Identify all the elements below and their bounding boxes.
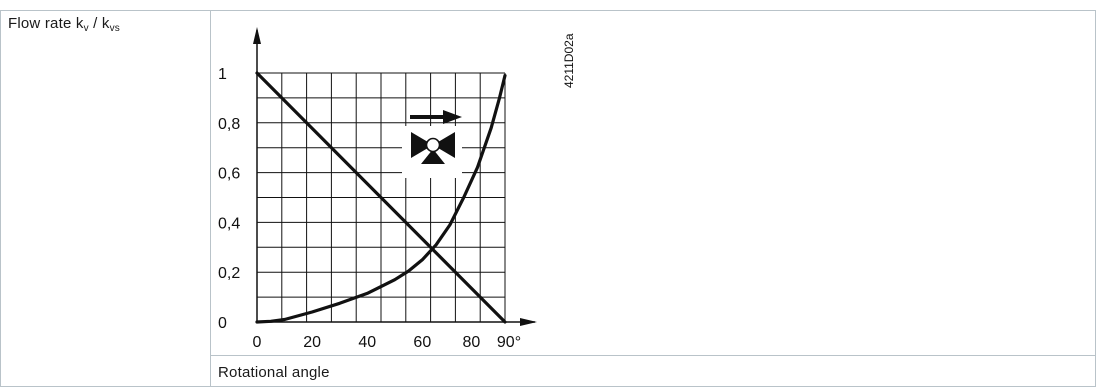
flow-characteristic-curve	[255, 73, 507, 324]
y-tick-label: 1	[218, 66, 227, 83]
valve-bottom-wedge	[421, 149, 445, 164]
table-column-divider	[210, 10, 211, 387]
valve-left-wedge	[411, 132, 433, 158]
x-axis-arrow	[520, 318, 537, 326]
x-tick-label: 60	[413, 334, 431, 351]
table-left-border	[0, 10, 1, 387]
flow-arrow-head	[443, 110, 462, 124]
x-tick-label: 0	[253, 334, 262, 351]
x-axis-caption: Rotational angle	[218, 364, 330, 381]
linear-characteristic-line	[255, 71, 507, 324]
y-tick-label: 0,8	[218, 116, 240, 133]
chart-series	[255, 71, 507, 324]
y-tick-label: 0,6	[218, 166, 240, 183]
table-top-border	[0, 10, 1096, 11]
x-tick-label: 40	[358, 334, 376, 351]
y-tick-label: 0,4	[218, 215, 240, 232]
row-label: Flow rate kv / kvs	[8, 15, 120, 34]
chart-tick-labels: 0 0,2 0,4 0,6 0,8 1 0 20 40 60 80 90°	[218, 66, 521, 351]
x-tick-label: 20	[303, 334, 321, 351]
y-axis-arrow	[253, 27, 261, 44]
figure-code: 4211D02a	[562, 33, 576, 88]
chart-axes	[253, 27, 537, 326]
x-tick-label: 80	[463, 334, 481, 351]
valve-icon	[402, 110, 462, 178]
valve-right-wedge	[433, 132, 455, 158]
valve-ball	[425, 137, 441, 153]
table-row-divider	[210, 355, 1096, 356]
y-tick-label: 0	[218, 315, 227, 332]
x-tick-label: 90°	[497, 334, 521, 351]
y-tick-label: 0,2	[218, 265, 240, 282]
